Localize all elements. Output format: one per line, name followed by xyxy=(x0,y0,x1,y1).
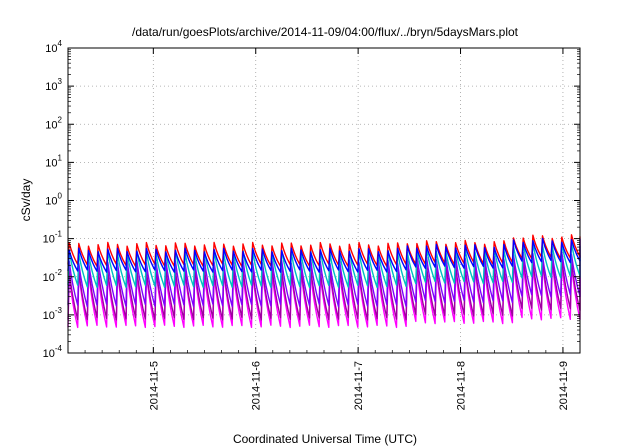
y-axis-label: cSv/day xyxy=(19,179,33,222)
y-tick-label: 101 xyxy=(45,153,62,169)
y-tick-label: 104 xyxy=(45,39,62,55)
series-line xyxy=(67,237,581,273)
x-tick-label: 2014-11-9 xyxy=(558,361,570,410)
y-tick-label: 10-4 xyxy=(43,344,63,360)
series-line xyxy=(67,241,581,289)
x-tick-label: 2014-11-7 xyxy=(353,361,365,410)
y-tick-label: 10-1 xyxy=(43,230,63,246)
grid xyxy=(68,48,580,353)
series-line xyxy=(67,260,581,329)
y-tick-labels: 10-4 10-3 10-2 10-1 100 101 102 103 104 xyxy=(43,39,63,360)
series-layer xyxy=(67,234,581,329)
chart-title: /data/run/goesPlots/archive/2014-11-09/0… xyxy=(132,25,519,39)
x-tick-label: 2014-11-5 xyxy=(148,361,160,410)
series-line xyxy=(67,257,581,321)
y-tick-label: 10-2 xyxy=(43,268,63,284)
y-tick-label: 10-3 xyxy=(43,306,63,322)
y-tick-label: 102 xyxy=(45,115,62,131)
tick-marks xyxy=(67,47,581,354)
x-tick-label: 2014-11-8 xyxy=(456,361,468,410)
y-tick-label: 103 xyxy=(45,77,62,93)
series-line xyxy=(67,251,581,308)
x-tick-labels: 2014-11-5 2014-11-6 2014-11-7 2014-11-8 2014… xyxy=(148,361,570,410)
y-tick-label: 100 xyxy=(45,192,62,208)
x-tick-label: 2014-11-6 xyxy=(251,361,263,410)
x-axis-label: Coordinated Universal Time (UTC) xyxy=(233,432,417,446)
